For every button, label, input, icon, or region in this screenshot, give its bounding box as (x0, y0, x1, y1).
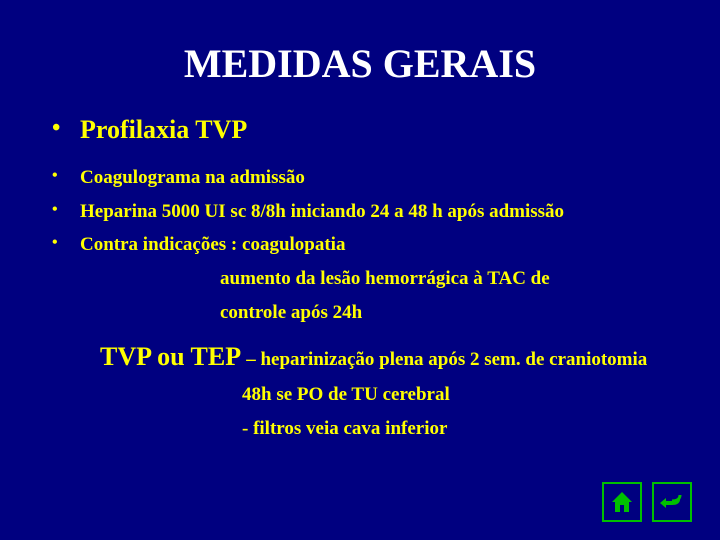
bullet-contra-indicacoes: Contra indicações : coagulopatia (80, 232, 670, 258)
back-arrow-icon (658, 488, 686, 516)
bullet-contra-cont2: controle após 24h (220, 300, 670, 326)
home-icon (609, 489, 635, 515)
slide-container: MEDIDAS GERAIS Profilaxia TVP Coagulogra… (0, 0, 720, 540)
nav-buttons (602, 482, 692, 522)
tvp-cont1: 48h se PO de TU cerebral (242, 382, 670, 408)
bullet-heparina: Heparina 5000 UI sc 8/8h iniciando 24 a … (80, 199, 670, 225)
back-button[interactable] (652, 482, 692, 522)
home-button[interactable] (602, 482, 642, 522)
bullet-coagulograma: Coagulograma na admissão (80, 165, 670, 191)
tvp-line: TVP ou TEP – heparinização plena após 2 … (100, 339, 670, 374)
bullet-contra-cont1: aumento da lesão hemorrágica à TAC de (220, 266, 670, 292)
slide-title: MEDIDAS GERAIS (50, 40, 670, 87)
tvp-cont2: - filtros veia cava inferior (242, 416, 670, 442)
tvp-heading: TVP ou TEP (100, 342, 246, 371)
tvp-rest1: – heparinização plena após 2 sem. de cra… (246, 349, 647, 370)
subhead-profilaxia: Profilaxia TVP (80, 115, 670, 145)
